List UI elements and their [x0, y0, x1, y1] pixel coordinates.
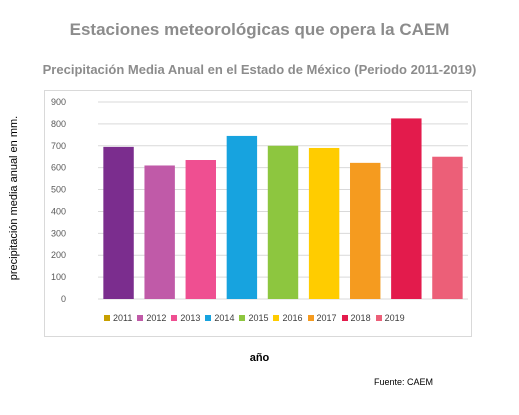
- legend-label: 2018: [350, 313, 371, 323]
- x-axis-label: año: [249, 352, 270, 364]
- y-axis-label: precipitación media anual en mm.: [8, 115, 20, 281]
- bar-2018: [391, 118, 422, 300]
- y-tick-label: 300: [51, 228, 66, 238]
- legend-item-2018: 2018: [341, 313, 371, 323]
- y-tick-label: 0: [61, 294, 66, 304]
- legend-label: 2012: [146, 313, 167, 323]
- legend-label: 2013: [180, 313, 201, 323]
- bar-2012: [144, 165, 175, 299]
- chart-title: Precipitación Media Anual en el Estado d…: [42, 62, 477, 77]
- bar-2013: [185, 160, 216, 299]
- legend-item-2019: 2019: [375, 313, 405, 323]
- legend-item-2011: 2011: [104, 313, 132, 323]
- legend-item-2012: 2012: [137, 313, 166, 323]
- legend-swatch: [205, 315, 212, 321]
- y-tick-label: 600: [51, 163, 66, 173]
- legend-item-2017: 2017: [307, 313, 337, 323]
- legend-swatch: [137, 315, 144, 321]
- bar-2014: [226, 135, 258, 299]
- legend-item-2013: 2013: [171, 313, 200, 323]
- legend-label: 2016: [282, 313, 303, 323]
- y-tick-label: 500: [51, 185, 66, 195]
- legend-label: 2015: [248, 313, 269, 323]
- legend-swatch: [341, 315, 348, 321]
- legend-swatch: [273, 315, 280, 321]
- legend-item-2016: 2016: [273, 313, 303, 323]
- y-tick-label: 100: [51, 272, 66, 282]
- chart-legend: 2011 2012 2013 2014 2015 2016 2017 2018 2019: [104, 313, 405, 323]
- y-tick-label: 400: [51, 206, 66, 216]
- y-tick-label: 200: [51, 250, 66, 260]
- y-axis-ticks: 0 100 200 300 400 500 600 700 800 900: [51, 97, 66, 304]
- legend-label: 2017: [316, 313, 337, 323]
- legend-item-2014: 2014: [205, 313, 234, 323]
- legend-swatch: [239, 315, 246, 321]
- legend-swatch: [171, 315, 178, 321]
- legend-label: 2019: [384, 313, 405, 323]
- bars: [103, 118, 463, 300]
- legend-swatch: [307, 315, 314, 321]
- y-tick-label: 700: [51, 141, 66, 151]
- y-tick-label: 900: [51, 97, 66, 107]
- page-title: Estaciones meteorológicas que opera la C…: [69, 20, 450, 39]
- bar-2015: [267, 145, 299, 299]
- legend-swatch: [104, 315, 110, 321]
- y-tick-label: 800: [51, 119, 66, 129]
- legend-item-2015: 2015: [239, 313, 268, 323]
- bar-2011: [103, 146, 134, 299]
- bar-2019: [432, 156, 463, 299]
- bar-2016: [308, 147, 340, 299]
- source-note: Fuente: CAEM: [374, 377, 434, 387]
- legend-label: 2011: [113, 313, 133, 323]
- legend-label: 2014: [214, 313, 235, 323]
- bar-2017: [350, 162, 381, 299]
- legend-swatch: [375, 315, 382, 321]
